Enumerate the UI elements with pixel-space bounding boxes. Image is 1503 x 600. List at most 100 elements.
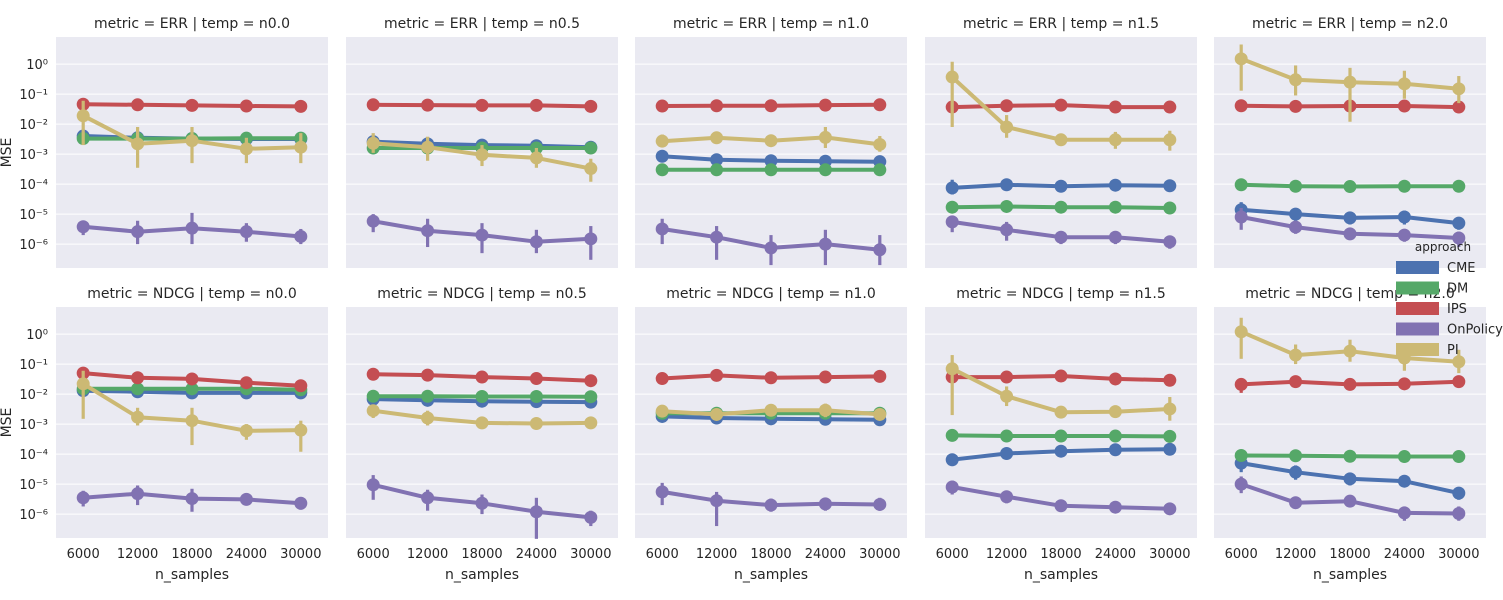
series-cme xyxy=(945,178,1177,195)
data-point xyxy=(1108,178,1122,192)
data-point xyxy=(421,98,435,112)
data-point xyxy=(294,496,308,510)
data-point xyxy=(1054,369,1068,383)
data-point xyxy=(76,220,90,234)
x-axis-label: n_samples xyxy=(445,567,519,583)
data-point xyxy=(1000,120,1014,134)
data-point xyxy=(185,382,199,396)
data-point xyxy=(1289,449,1303,463)
data-point xyxy=(529,505,543,519)
series-ips xyxy=(76,366,308,393)
data-point xyxy=(710,368,724,382)
data-point xyxy=(1397,474,1411,488)
y-tick-label: 10⁻³ xyxy=(19,418,48,433)
panel-err-1: 10⁻⁶ 10⁻⁵ 10⁻⁴ 10⁻³ 10⁻² 10⁻¹ 10⁰ metric = ERR … xyxy=(0,16,328,268)
data-point xyxy=(873,243,887,257)
x-tick-label: 24000 xyxy=(1095,547,1136,562)
y-tick-label: 10⁻¹ xyxy=(19,88,48,103)
data-point xyxy=(1234,448,1248,462)
plot-area xyxy=(635,37,907,268)
data-point xyxy=(1108,230,1122,244)
x-axis-label: n_samples xyxy=(1313,567,1387,583)
series-dm xyxy=(366,389,598,404)
series-dm xyxy=(655,163,887,177)
data-point xyxy=(1289,220,1303,234)
data-point xyxy=(945,453,959,467)
data-point xyxy=(1000,389,1014,403)
data-point xyxy=(1234,99,1248,113)
data-point xyxy=(873,369,887,383)
data-point xyxy=(239,376,253,390)
panel-title: metric = NDCG | temp = n1.5 xyxy=(956,286,1166,302)
data-point xyxy=(1289,207,1303,221)
data-point xyxy=(710,230,724,244)
data-point xyxy=(1054,444,1068,458)
data-point xyxy=(710,163,724,177)
x-tick-label: 6000 xyxy=(1225,547,1258,562)
data-point xyxy=(584,232,598,246)
legend-label-pi: PI xyxy=(1447,343,1459,358)
data-point xyxy=(764,163,778,177)
data-point xyxy=(1343,449,1357,463)
y-tick-label: 10⁰ xyxy=(26,58,48,73)
series-cme xyxy=(1234,455,1466,500)
x-axis-label: n_samples xyxy=(155,567,229,583)
data-point xyxy=(421,389,435,403)
data-point xyxy=(421,140,435,154)
data-point xyxy=(1000,199,1014,213)
x-tick-label: 6000 xyxy=(67,547,100,562)
data-point xyxy=(1343,211,1357,225)
data-point xyxy=(1397,99,1411,113)
series-pi xyxy=(945,61,1177,151)
data-point xyxy=(1452,82,1466,96)
panel-ndcg-3: metric = NDCG | temp = n1.0 6000 12000 1800… xyxy=(635,286,907,583)
data-point xyxy=(584,390,598,404)
data-point xyxy=(475,496,489,510)
x-tick-label: 12000 xyxy=(696,547,737,562)
x-tick-label: 18000 xyxy=(1329,547,1370,562)
data-point xyxy=(655,99,669,113)
data-point xyxy=(818,403,832,417)
data-point xyxy=(764,241,778,255)
x-tick-label: 30000 xyxy=(1149,547,1190,562)
data-point xyxy=(1000,223,1014,237)
data-point xyxy=(366,478,380,492)
data-point xyxy=(1452,179,1466,193)
data-point xyxy=(1397,377,1411,391)
data-point xyxy=(475,416,489,430)
y-tick-label: 10⁻⁵ xyxy=(19,208,48,223)
data-point xyxy=(1343,227,1357,241)
data-point xyxy=(366,214,380,228)
data-point xyxy=(1108,100,1122,114)
x-tick-label: 30000 xyxy=(1438,547,1479,562)
data-point xyxy=(1289,375,1303,389)
data-point xyxy=(655,222,669,236)
x-tick-label: 30000 xyxy=(570,547,611,562)
data-point xyxy=(710,99,724,113)
panel-err-5: metric = ERR | temp = n2.0 xyxy=(1214,16,1486,268)
y-tick-label: 10⁻⁶ xyxy=(19,238,48,253)
series-ips xyxy=(1234,375,1466,393)
series-pi xyxy=(655,127,887,152)
x-tick-label: 30000 xyxy=(280,547,321,562)
x-tick-label: 12000 xyxy=(986,547,1027,562)
plot-area xyxy=(925,37,1197,268)
y-tick-label: 10⁻¹ xyxy=(19,358,48,373)
data-point xyxy=(1000,370,1014,384)
data-point xyxy=(366,404,380,418)
data-point xyxy=(1108,372,1122,386)
data-point xyxy=(1452,231,1466,245)
data-point xyxy=(1397,228,1411,242)
panel-title: metric = NDCG | temp = n0.5 xyxy=(377,286,587,302)
data-point xyxy=(655,149,669,163)
data-point xyxy=(76,109,90,123)
data-point xyxy=(945,215,959,229)
data-point xyxy=(1397,179,1411,193)
data-point xyxy=(529,151,543,165)
data-point xyxy=(764,403,778,417)
data-point xyxy=(1163,373,1177,387)
series-pi xyxy=(366,404,598,430)
data-point xyxy=(1000,429,1014,443)
data-point xyxy=(1343,377,1357,391)
